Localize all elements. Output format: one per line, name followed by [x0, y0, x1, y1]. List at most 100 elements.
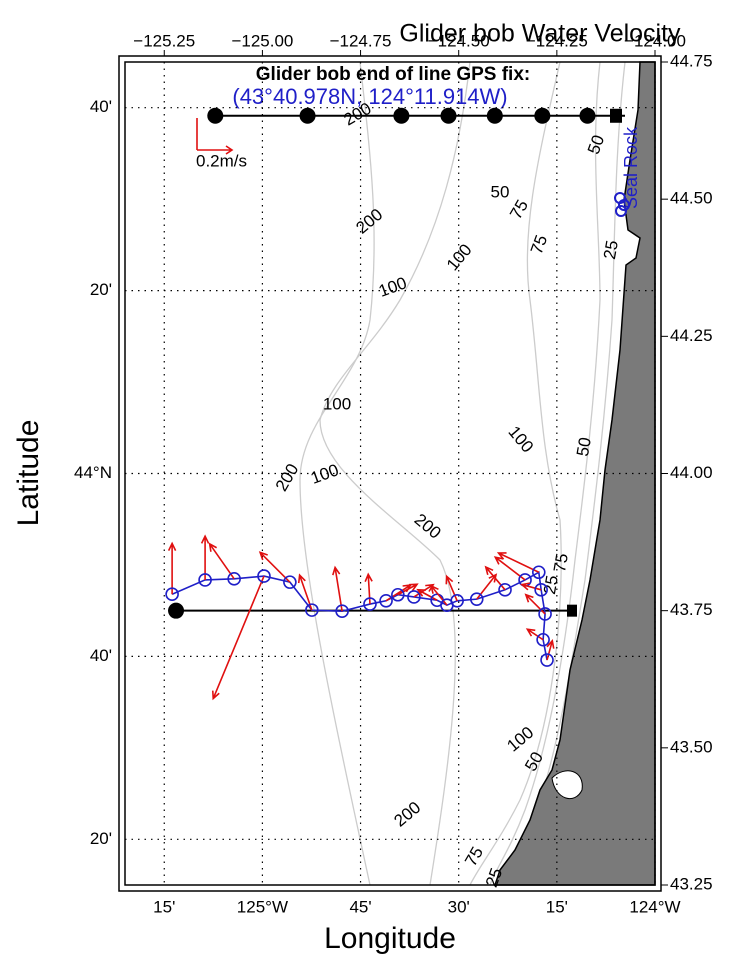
velocity-arrow — [416, 588, 438, 601]
track-point — [531, 565, 546, 580]
contour-line — [489, 61, 601, 886]
fix-text: (43°40.978N, 124°11.914W) — [232, 84, 507, 109]
velocity-arrow — [520, 582, 542, 591]
velocity-arrow — [397, 583, 419, 596]
station — [440, 107, 457, 124]
velocity-arrow — [546, 639, 555, 661]
track-point — [469, 592, 484, 606]
track-point — [283, 575, 297, 589]
x-axis-label: Longitude — [324, 922, 456, 955]
lake — [551, 770, 583, 800]
y-tick-label: 20' — [90, 829, 112, 848]
top-tick-label: −125.00 — [231, 31, 293, 50]
velocity-arrow — [211, 575, 265, 701]
station — [299, 107, 316, 124]
right-tick-label: 43.25 — [670, 874, 713, 893]
station — [486, 107, 503, 124]
x-tick-label: 15' — [546, 897, 568, 916]
right-tick-label: 44.75 — [670, 51, 713, 70]
x-tick-label: 15' — [153, 897, 175, 916]
track-point — [305, 603, 319, 617]
velocity-arrow — [484, 565, 506, 591]
velocity-arrow — [200, 534, 210, 580]
station — [168, 602, 185, 619]
top-tick-label: −124.00 — [624, 31, 686, 50]
velocity-arrow — [430, 584, 448, 606]
chart-title: Glider bob Water Velocity — [399, 20, 681, 48]
station-square — [610, 108, 622, 123]
track-point — [165, 587, 179, 602]
contour-label: 200 — [390, 798, 424, 831]
track-point — [335, 604, 349, 619]
right-tick-label: 43.75 — [670, 600, 713, 619]
contour-label: 100 — [504, 422, 537, 456]
velocity-arrow — [258, 551, 291, 583]
fix-circle — [615, 205, 627, 217]
track-point — [534, 583, 548, 597]
contour-label: 200 — [352, 205, 386, 238]
right-tick-label: 44.25 — [670, 326, 713, 345]
y-tick-label: 40' — [90, 97, 112, 116]
velocity-arrow — [167, 541, 177, 595]
scale-label: 0.2m/s — [196, 151, 247, 170]
contour-label: 100 — [308, 460, 341, 488]
contours — [299, 61, 626, 886]
fix-circle — [618, 199, 630, 211]
top-tick-label: −125.25 — [133, 31, 195, 50]
x-tick-label: 30' — [448, 897, 470, 916]
contour-label: 25 — [540, 574, 562, 596]
top-tick-label: −124.25 — [526, 31, 588, 50]
station — [207, 107, 224, 124]
site-label: Seal Rock — [621, 126, 641, 209]
track-point — [227, 572, 241, 586]
track-point — [536, 632, 550, 647]
track-point — [540, 653, 554, 667]
track-point — [257, 569, 271, 583]
contour-line — [469, 61, 562, 886]
glider-track — [171, 570, 548, 661]
x-tick-label: 125°W — [237, 897, 288, 916]
top-tick-label: −124.50 — [428, 31, 490, 50]
velocity-arrow — [208, 542, 235, 580]
right-tick-label: 44.00 — [670, 463, 713, 482]
contour-label: 50 — [584, 133, 608, 157]
y-tick-label: 20' — [90, 280, 112, 299]
velocity-arrow — [476, 573, 498, 600]
fix-marker — [614, 192, 630, 217]
top-tick-label: −124.75 — [330, 31, 392, 50]
x-tick-label: 45' — [349, 897, 371, 916]
track-point — [498, 583, 512, 597]
station — [579, 107, 596, 124]
velocity-arrow — [445, 574, 458, 602]
contour-label: 100 — [443, 240, 476, 274]
contour-label: 25 — [600, 239, 622, 261]
contour-label: 75 — [550, 552, 572, 574]
contour-line — [319, 61, 471, 886]
y-axis-label: Latitude — [12, 420, 45, 527]
track-point — [198, 573, 212, 587]
contour-label: 50 — [521, 749, 547, 775]
velocity-arrow — [524, 593, 546, 615]
contour-label: 100 — [376, 273, 409, 301]
contour-label: 200 — [272, 460, 303, 494]
track-point — [391, 587, 405, 602]
contour-line — [299, 61, 375, 886]
velocity-arrow — [332, 565, 343, 612]
contour-label: 75 — [461, 844, 487, 870]
right-tick-label: 44.50 — [670, 189, 713, 208]
velocity-arrow — [385, 584, 413, 602]
subtitle: Glider bob end of line GPS fix: — [256, 64, 530, 85]
velocity-arrow — [525, 628, 544, 641]
track-point — [450, 593, 464, 608]
track-point — [407, 590, 421, 604]
track-point — [363, 597, 377, 611]
station — [393, 107, 410, 124]
track-point — [538, 607, 552, 621]
scale-arrow — [196, 118, 234, 155]
station-square — [567, 604, 577, 617]
contour-label: 50 — [491, 182, 510, 201]
contour-label: 75 — [506, 197, 532, 223]
right-tick-label: 43.50 — [670, 737, 713, 756]
